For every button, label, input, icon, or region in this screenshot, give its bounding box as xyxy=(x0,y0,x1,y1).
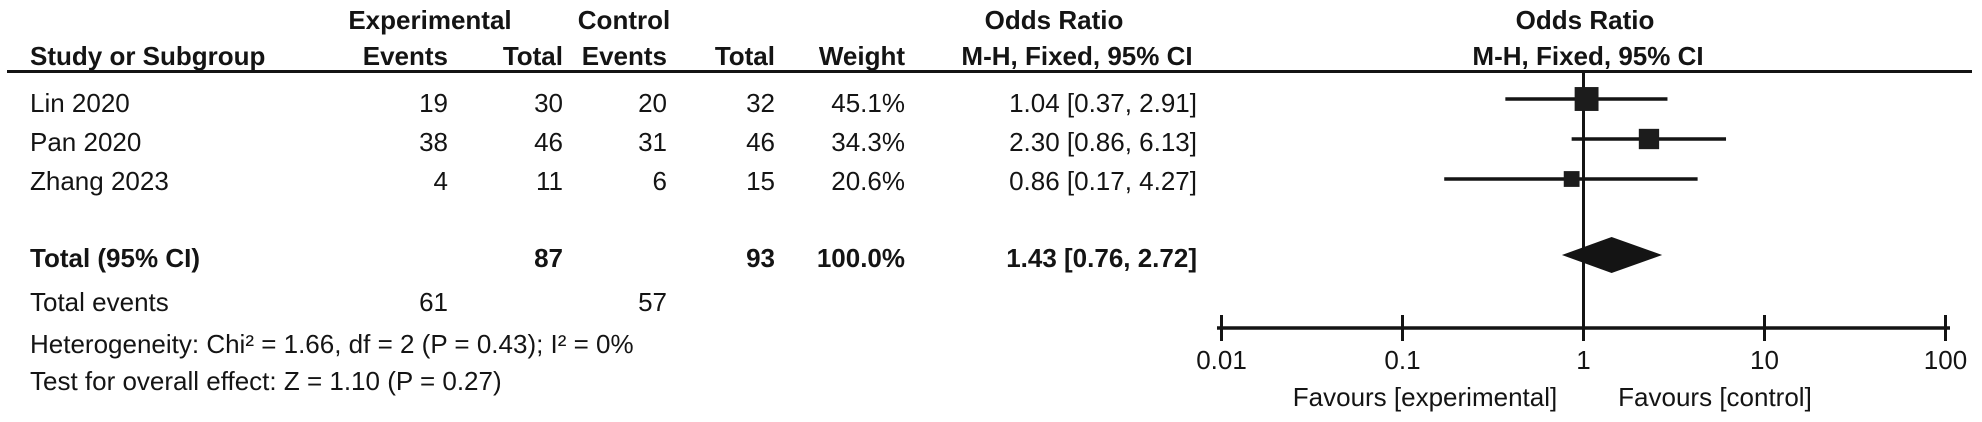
favours-right-label: Favours [control] xyxy=(1618,382,1812,412)
ctrl-events: 20 xyxy=(638,88,667,118)
or-ci-text: 2.30 [0.86, 6.13] xyxy=(1009,127,1197,157)
axis-tick-label: 10 xyxy=(1750,345,1779,375)
exp-total: 46 xyxy=(534,127,563,157)
axis-tick-label: 0.1 xyxy=(1384,345,1420,375)
axis-tick-label: 100 xyxy=(1924,345,1967,375)
total-weight: 100.0% xyxy=(817,243,905,273)
study-or-square xyxy=(1638,128,1660,150)
exp-events: 4 xyxy=(434,166,448,196)
total-label: Total (95% CI) xyxy=(30,243,200,273)
total-events-label: Total events xyxy=(30,287,169,317)
exp-total: 11 xyxy=(536,166,563,196)
total-ctrl-total: 93 xyxy=(746,243,775,273)
table-row-zhang-2023: Zhang 2023 4 11 6 15 20.6% 0.86 [0.17, 4… xyxy=(30,166,1197,196)
ctrl-total: 46 xyxy=(746,127,775,157)
total-events-ctrl: 57 xyxy=(638,287,667,317)
total-exp-total: 87 xyxy=(534,243,563,273)
axis-tick-label: 0.01 xyxy=(1196,345,1247,375)
header-exp-total: Total xyxy=(503,41,563,71)
study-or-square xyxy=(1574,87,1599,111)
ctrl-total: 32 xyxy=(746,88,775,118)
table-row-pan-2020: Pan 2020 38 46 31 46 34.3% 2.30 [0.86, 6… xyxy=(30,127,1197,157)
header-study: Study or Subgroup xyxy=(30,41,265,71)
total-effect-diamond xyxy=(1561,237,1663,273)
overall-effect-line: Test for overall effect: Z = 1.10 (P = 0… xyxy=(30,366,502,396)
or-ci-text: 1.04 [0.37, 2.91] xyxy=(1009,88,1197,118)
favours-left-label: Favours [experimental] xyxy=(1293,382,1557,412)
header-mh-ci-text: M-H, Fixed, 95% CI xyxy=(961,41,1192,71)
header-ctrl-events: Events xyxy=(582,41,667,71)
col-group-experimental: Experimental xyxy=(348,5,511,35)
weight: 20.6% xyxy=(831,166,905,196)
study-name: Zhang 2023 xyxy=(30,166,169,196)
total-events-row: Total events 61 57 xyxy=(30,287,667,317)
header-mh-ci-plot: M-H, Fixed, 95% CI xyxy=(1472,41,1703,71)
heterogeneity-line: Heterogeneity: Chi² = 1.66, df = 2 (P = … xyxy=(30,329,634,359)
header-ctrl-total: Total xyxy=(715,41,775,71)
header-weight: Weight xyxy=(819,41,906,71)
weight: 34.3% xyxy=(831,127,905,157)
study-or-square xyxy=(1563,171,1580,187)
exp-events: 38 xyxy=(419,127,448,157)
table-row-lin-2020: Lin 2020 19 30 20 32 45.1% 1.04 [0.37, 2… xyxy=(30,88,1197,118)
exp-total: 30 xyxy=(534,88,563,118)
or-ci-text: 0.86 [0.17, 4.27] xyxy=(1009,166,1197,196)
weight: 45.1% xyxy=(831,88,905,118)
or-column-title: Odds Ratio xyxy=(985,5,1124,35)
plot-title: Odds Ratio xyxy=(1516,5,1655,35)
header-exp-events: Events xyxy=(363,41,448,71)
total-or-ci-text: 1.43 [0.76, 2.72] xyxy=(1006,243,1197,273)
axis-tick-label: 1 xyxy=(1576,345,1590,375)
ctrl-events: 31 xyxy=(638,127,667,157)
total-row: Total (95% CI) 87 93 100.0% 1.43 [0.76, … xyxy=(30,243,1197,273)
exp-events: 19 xyxy=(419,88,448,118)
ctrl-events: 6 xyxy=(653,166,667,196)
ctrl-total: 15 xyxy=(746,166,775,196)
study-name: Pan 2020 xyxy=(30,127,141,157)
forest-markers: 0.01 0.1 1 10 100 xyxy=(1196,87,1967,375)
total-events-exp: 61 xyxy=(419,287,448,317)
study-name: Lin 2020 xyxy=(30,88,130,118)
col-group-control: Control xyxy=(578,5,670,35)
